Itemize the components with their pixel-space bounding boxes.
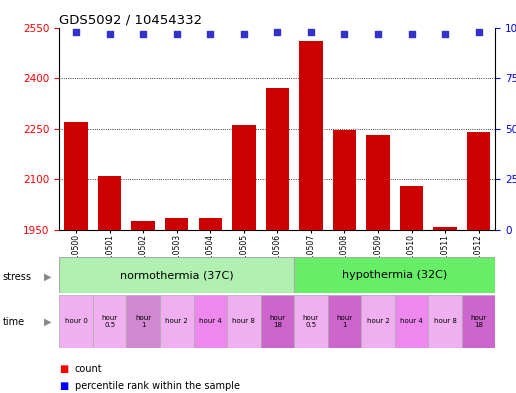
Bar [64,122,88,230]
Point [273,28,282,35]
Point [374,30,382,37]
Bar [98,176,121,230]
Bar [194,295,227,348]
Text: hour 4: hour 4 [199,318,222,324]
Text: hour 2: hour 2 [366,318,390,324]
Bar [333,130,356,230]
Text: hour 2: hour 2 [165,318,188,324]
Text: stress: stress [3,272,31,282]
Text: hour
18: hour 18 [269,314,285,328]
Bar [126,295,160,348]
Text: percentile rank within the sample: percentile rank within the sample [75,381,240,391]
Bar [261,295,294,348]
Point [441,30,449,37]
Bar [400,186,423,230]
Text: hour
0.5: hour 0.5 [303,314,319,328]
Bar [266,88,289,230]
Bar [462,295,495,348]
Bar [93,295,126,348]
Bar [132,222,155,230]
Text: hour
18: hour 18 [471,314,487,328]
Point [72,28,80,35]
Text: hour 8: hour 8 [433,318,457,324]
Bar [428,295,462,348]
Text: count: count [75,364,103,373]
Bar [467,132,490,230]
Text: ■: ■ [59,364,69,373]
Text: ▶: ▶ [44,317,52,327]
Bar [366,136,390,230]
Point [206,30,215,37]
Point [341,30,349,37]
Point [139,30,148,37]
Bar [433,226,457,230]
Text: normothermia (37C): normothermia (37C) [120,270,234,280]
Text: hour
0.5: hour 0.5 [102,314,118,328]
Text: GDS5092 / 10454332: GDS5092 / 10454332 [59,14,202,27]
Text: hour 8: hour 8 [232,318,255,324]
Point [239,30,248,37]
Bar [165,218,188,230]
Bar [299,41,322,230]
Bar [294,295,328,348]
Bar [199,218,222,230]
Bar [328,295,361,348]
Bar [395,295,428,348]
Bar [294,257,495,293]
Text: ▶: ▶ [44,272,52,282]
Bar [227,295,261,348]
Bar [59,295,93,348]
Text: hypothermia (32C): hypothermia (32C) [342,270,447,280]
Text: time: time [3,317,25,327]
Text: hour
1: hour 1 [336,314,352,328]
Text: ■: ■ [59,381,69,391]
Text: hour 4: hour 4 [400,318,423,324]
Point [475,28,483,35]
Point [172,30,181,37]
Point [307,28,315,35]
Text: hour
1: hour 1 [135,314,151,328]
Bar [59,257,294,293]
Text: hour 0: hour 0 [64,318,88,324]
Point [408,30,416,37]
Point [105,30,114,37]
Bar [361,295,395,348]
Bar [232,125,255,230]
Bar [160,295,194,348]
